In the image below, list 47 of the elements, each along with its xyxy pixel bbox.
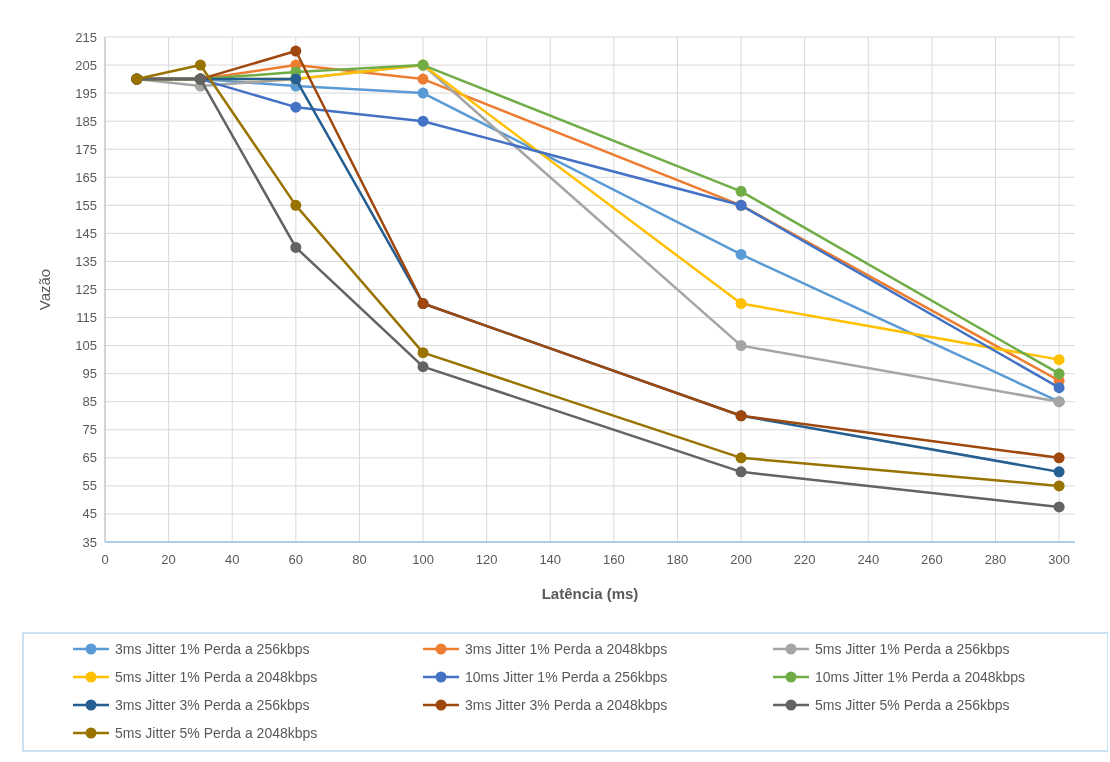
x-tick-label: 160	[603, 552, 625, 567]
x-axis-title: Latência (ms)	[541, 585, 639, 602]
y-tick-label: 45	[82, 506, 97, 522]
x-tick-label: 260	[921, 552, 943, 567]
x-tick-label: 220	[793, 552, 816, 567]
x-tick-label: 0	[101, 552, 109, 567]
legend-label: 3ms Jitter 3% Perda a 2048kbps	[465, 696, 668, 713]
y-tick-label: 95	[82, 366, 97, 382]
y-tick-label: 35	[82, 534, 97, 550]
y-tick-label: 215	[75, 29, 97, 45]
y-tick-label: 105	[75, 338, 97, 354]
legend-label: 3ms Jitter 1% Perda a 256kbps	[115, 640, 310, 657]
x-tick-label: 100	[412, 552, 434, 567]
x-tick-label: 180	[666, 552, 689, 567]
x-tick-label: 240	[857, 552, 880, 567]
legend-label: 5ms Jitter 5% Perda a 2048kbps	[115, 724, 318, 741]
y-tick-label: 115	[76, 310, 97, 326]
legend-label: 5ms Jitter 1% Perda a 256kbps	[815, 640, 1010, 657]
x-tick-label: 40	[224, 552, 240, 567]
y-tick-label: 125	[75, 282, 97, 298]
y-tick-label: 145	[75, 225, 97, 241]
y-tick-label: 155	[75, 197, 97, 213]
legend-label: 5ms Jitter 1% Perda a 2048kbps	[115, 668, 318, 685]
y-tick-label: 205	[75, 57, 97, 73]
legend-label: 3ms Jitter 1% Perda a 2048kbps	[465, 640, 668, 657]
y-tick-label: 195	[75, 85, 97, 101]
x-tick-label: 200	[730, 552, 752, 567]
x-tick-label: 280	[984, 552, 1007, 567]
y-tick-label: 185	[75, 113, 97, 129]
legend-label: 10ms Jitter 1% Perda a 2048kbps	[815, 668, 1026, 685]
y-tick-label: 175	[75, 141, 97, 157]
y-tick-label: 65	[82, 450, 97, 466]
y-tick-label: 55	[82, 478, 97, 494]
x-tick-label: 60	[288, 552, 304, 567]
x-tick-label: 80	[352, 552, 367, 567]
x-tick-label: 300	[1048, 552, 1070, 567]
y-tick-label: 135	[75, 253, 97, 269]
y-tick-label: 85	[82, 394, 97, 410]
legend-label: 3ms Jitter 3% Perda a 256kbps	[115, 696, 310, 713]
x-tick-label: 20	[161, 552, 176, 567]
y-axis-title: Vazão	[36, 268, 53, 311]
x-tick-label: 140	[539, 552, 562, 567]
legend-label: 10ms Jitter 1% Perda a 256kbps	[465, 668, 668, 685]
y-tick-label: 75	[82, 422, 97, 438]
x-tick-label: 120	[475, 552, 498, 567]
y-tick-label: 165	[75, 169, 97, 185]
legend-label: 5ms Jitter 5% Perda a 256kbps	[815, 696, 1010, 713]
